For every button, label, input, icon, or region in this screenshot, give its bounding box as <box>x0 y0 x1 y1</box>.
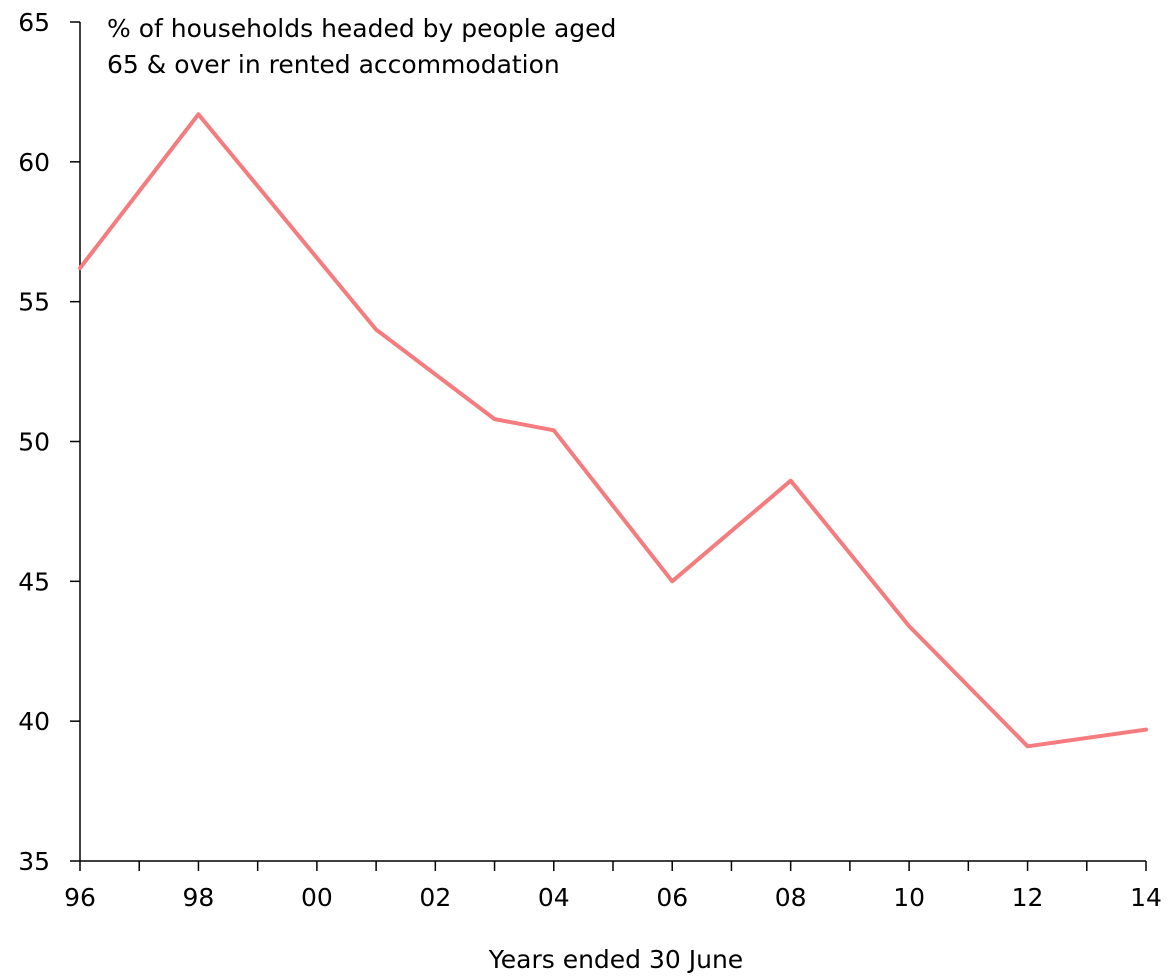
x-tick-label: 08 <box>775 883 807 912</box>
y-tick-label: 35 <box>18 847 50 876</box>
chart-annotation: % of households headed by people aged 65… <box>107 14 616 79</box>
x-tick-label: 10 <box>893 883 925 912</box>
y-tick-label: 55 <box>18 288 50 317</box>
series-line <box>78 112 1148 749</box>
x-tick-label: 06 <box>656 883 688 912</box>
y-tick-label: 65 <box>18 8 50 37</box>
x-tick-label: 04 <box>538 883 570 912</box>
annotation-line-2: 65 & over in rented accommodation <box>107 50 560 79</box>
x-tick-label: 96 <box>64 883 96 912</box>
x-axis: 96 98 00 02 04 06 08 10 12 14 <box>64 860 1162 912</box>
series-group <box>78 112 1148 749</box>
x-tick-label: 00 <box>301 883 333 912</box>
y-axis: 35 40 45 50 55 60 65 <box>18 8 81 876</box>
y-tick-label: 40 <box>18 707 50 736</box>
annotation-line-1: % of households headed by people aged <box>107 14 616 43</box>
y-tick-label: 60 <box>18 148 50 177</box>
x-tick-label: 98 <box>183 883 215 912</box>
x-tick-label: 14 <box>1130 883 1162 912</box>
y-tick-label: 50 <box>18 428 50 457</box>
y-tick-label: 45 <box>18 567 50 596</box>
x-axis-title: Years ended 30 June <box>488 945 743 974</box>
x-tick-label: 02 <box>419 883 451 912</box>
x-tick-label: 12 <box>1012 883 1044 912</box>
